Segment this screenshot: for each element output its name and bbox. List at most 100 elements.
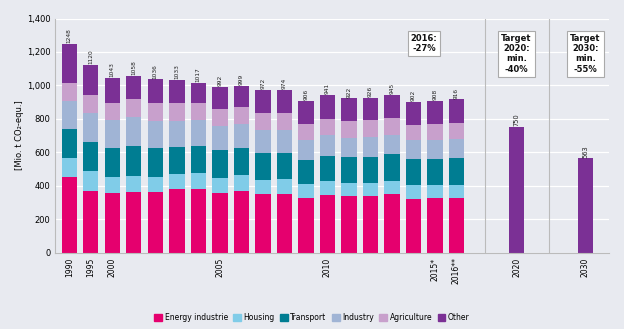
- Bar: [319, 119, 335, 135]
- Bar: [83, 113, 99, 142]
- Bar: [449, 99, 464, 123]
- Bar: [276, 90, 292, 113]
- Bar: [449, 185, 464, 198]
- Text: 974: 974: [282, 78, 287, 89]
- Bar: [363, 137, 378, 157]
- Bar: [233, 107, 249, 124]
- Bar: [384, 135, 399, 154]
- Bar: [363, 120, 378, 137]
- Text: 2016:
-27%: 2016: -27%: [411, 34, 437, 53]
- Text: 999: 999: [239, 73, 244, 85]
- Text: 941: 941: [325, 83, 330, 94]
- Bar: [276, 179, 292, 194]
- Text: 1248: 1248: [67, 28, 72, 43]
- Bar: [427, 159, 442, 185]
- Bar: [276, 194, 292, 253]
- Text: 1017: 1017: [196, 67, 201, 82]
- Bar: [276, 130, 292, 153]
- Bar: [427, 124, 442, 140]
- Bar: [363, 157, 378, 183]
- Bar: [406, 102, 421, 125]
- Bar: [319, 135, 335, 156]
- Bar: [298, 101, 313, 124]
- Bar: [104, 103, 120, 120]
- Bar: [427, 198, 442, 253]
- Bar: [341, 196, 356, 253]
- Bar: [62, 83, 77, 101]
- Y-axis label: [Mio. t CO₂-equ.]: [Mio. t CO₂-equ.]: [15, 101, 24, 170]
- Bar: [147, 103, 163, 121]
- Bar: [255, 90, 271, 113]
- Bar: [298, 124, 313, 140]
- Text: 906: 906: [303, 89, 308, 100]
- Legend: Energy industrie, Housing, Transport, Industry, Agriculture, Other: Energy industrie, Housing, Transport, In…: [151, 310, 473, 325]
- Bar: [62, 101, 77, 130]
- Bar: [126, 191, 142, 253]
- Text: 1120: 1120: [88, 50, 93, 64]
- Text: Target
2030:
min.
-55%: Target 2030: min. -55%: [570, 34, 600, 74]
- Bar: [83, 142, 99, 171]
- Bar: [298, 140, 313, 160]
- Bar: [212, 150, 228, 178]
- Text: 926: 926: [368, 86, 373, 97]
- Bar: [126, 99, 142, 117]
- Bar: [83, 171, 99, 191]
- Bar: [147, 121, 163, 148]
- Bar: [212, 109, 228, 126]
- Bar: [255, 113, 271, 130]
- Bar: [255, 130, 271, 153]
- Bar: [169, 103, 185, 121]
- Text: 1033: 1033: [174, 64, 179, 79]
- Bar: [212, 126, 228, 150]
- Bar: [62, 177, 77, 253]
- Bar: [126, 176, 142, 191]
- Text: 992: 992: [217, 75, 222, 86]
- Bar: [319, 156, 335, 182]
- Bar: [126, 146, 142, 176]
- Bar: [406, 186, 421, 198]
- Bar: [83, 95, 99, 113]
- Bar: [169, 121, 185, 146]
- Bar: [319, 195, 335, 253]
- Bar: [147, 79, 163, 103]
- Text: 908: 908: [432, 89, 437, 100]
- Bar: [406, 159, 421, 186]
- Text: Target
2020:
min.
-40%: Target 2020: min. -40%: [501, 34, 532, 74]
- Bar: [83, 65, 99, 95]
- Bar: [578, 159, 593, 253]
- Bar: [126, 76, 142, 99]
- Bar: [427, 140, 442, 159]
- Text: 945: 945: [389, 83, 394, 94]
- Text: 750: 750: [514, 114, 520, 126]
- Bar: [169, 190, 185, 253]
- Text: 1043: 1043: [110, 63, 115, 77]
- Bar: [384, 94, 399, 118]
- Bar: [384, 181, 399, 194]
- Text: 922: 922: [346, 86, 351, 98]
- Text: 916: 916: [454, 88, 459, 99]
- Bar: [104, 78, 120, 103]
- Bar: [62, 130, 77, 158]
- Bar: [169, 174, 185, 190]
- Bar: [169, 80, 185, 103]
- Text: 563: 563: [582, 145, 588, 158]
- Bar: [319, 95, 335, 119]
- Bar: [255, 180, 271, 194]
- Bar: [147, 177, 163, 192]
- Text: 902: 902: [411, 90, 416, 101]
- Bar: [298, 198, 313, 253]
- Bar: [233, 124, 249, 148]
- Bar: [233, 148, 249, 175]
- Bar: [384, 154, 399, 181]
- Bar: [384, 118, 399, 135]
- Bar: [449, 198, 464, 253]
- Bar: [233, 86, 249, 107]
- Bar: [449, 123, 464, 139]
- Bar: [83, 191, 99, 253]
- Bar: [190, 189, 206, 253]
- Bar: [406, 140, 421, 159]
- Bar: [212, 193, 228, 253]
- Bar: [104, 148, 120, 177]
- Bar: [233, 175, 249, 191]
- Bar: [298, 184, 313, 198]
